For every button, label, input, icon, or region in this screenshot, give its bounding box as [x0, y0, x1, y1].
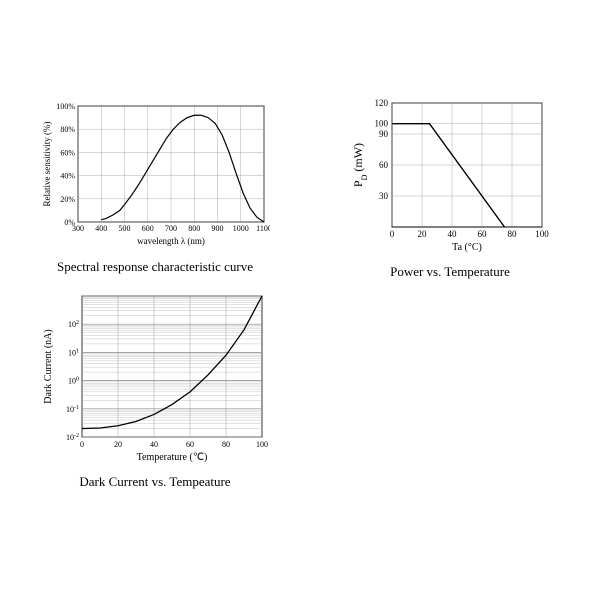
svg-text:100: 100 — [68, 377, 79, 386]
svg-text:Ta (°C): Ta (°C) — [452, 242, 482, 253]
svg-text:700: 700 — [165, 224, 177, 233]
power-chart: 020406080100306090100120Ta (°C)PD (mW) P… — [350, 95, 550, 280]
dark-chart: 10-2 10-1 100 101 102 0 20 40 60 80 100 Temperature… — [40, 290, 270, 490]
svg-text:60%: 60% — [60, 148, 75, 157]
svg-text:80%: 80% — [60, 125, 75, 134]
svg-text:80: 80 — [222, 440, 230, 449]
svg-text:500: 500 — [119, 224, 131, 233]
svg-text:10-2: 10-2 — [66, 433, 79, 442]
svg-text:90: 90 — [379, 129, 389, 139]
svg-text:1100: 1100 — [256, 224, 270, 233]
svg-text:Temperature (℃): Temperature (℃) — [137, 452, 208, 463]
svg-text:20: 20 — [418, 229, 428, 239]
dark-caption: Dark Current vs. Tempeature — [40, 474, 270, 490]
svg-text:100: 100 — [535, 229, 549, 239]
svg-text:0: 0 — [80, 440, 84, 449]
spectral-chart: 300400500600700800900100011000%20%40%60%… — [40, 100, 270, 275]
svg-text:100%: 100% — [56, 102, 75, 111]
svg-text:Relative sensitivity (%): Relative sensitivity (%) — [42, 122, 52, 207]
svg-text:80: 80 — [508, 229, 518, 239]
svg-text:120: 120 — [375, 98, 389, 108]
svg-text:400: 400 — [95, 224, 107, 233]
svg-text:600: 600 — [142, 224, 154, 233]
dark-plot: 10-2 10-1 100 101 102 0 20 40 60 80 100 Temperature… — [40, 290, 270, 465]
svg-text:40: 40 — [150, 440, 158, 449]
svg-text:20: 20 — [114, 440, 122, 449]
svg-text:60: 60 — [379, 160, 389, 170]
svg-text:900: 900 — [212, 224, 224, 233]
svg-text:60: 60 — [478, 229, 488, 239]
svg-text:40%: 40% — [60, 172, 75, 181]
svg-text:10-1: 10-1 — [66, 405, 79, 414]
svg-text:100: 100 — [256, 440, 268, 449]
svg-text:20%: 20% — [60, 195, 75, 204]
svg-text:102: 102 — [68, 320, 79, 329]
svg-text:1000: 1000 — [233, 224, 249, 233]
svg-text:wavelength λ (nm): wavelength λ (nm) — [137, 236, 205, 246]
spectral-caption: Spectral response characteristic curve — [40, 259, 270, 275]
svg-text:0: 0 — [390, 229, 395, 239]
svg-text:101: 101 — [68, 348, 79, 357]
svg-text:100: 100 — [375, 119, 389, 129]
svg-text:30: 30 — [379, 191, 389, 201]
svg-text:40: 40 — [448, 229, 458, 239]
svg-text:PD (mW): PD (mW) — [351, 143, 369, 187]
power-plot: 020406080100306090100120Ta (°C)PD (mW) — [350, 95, 550, 255]
svg-text:60: 60 — [186, 440, 194, 449]
svg-text:Dark Current (nA): Dark Current (nA) — [43, 329, 54, 403]
svg-text:800: 800 — [188, 224, 200, 233]
spectral-plot: 300400500600700800900100011000%20%40%60%… — [40, 100, 270, 250]
svg-text:0%: 0% — [64, 218, 75, 227]
power-caption: Power vs. Temperature — [350, 264, 550, 280]
